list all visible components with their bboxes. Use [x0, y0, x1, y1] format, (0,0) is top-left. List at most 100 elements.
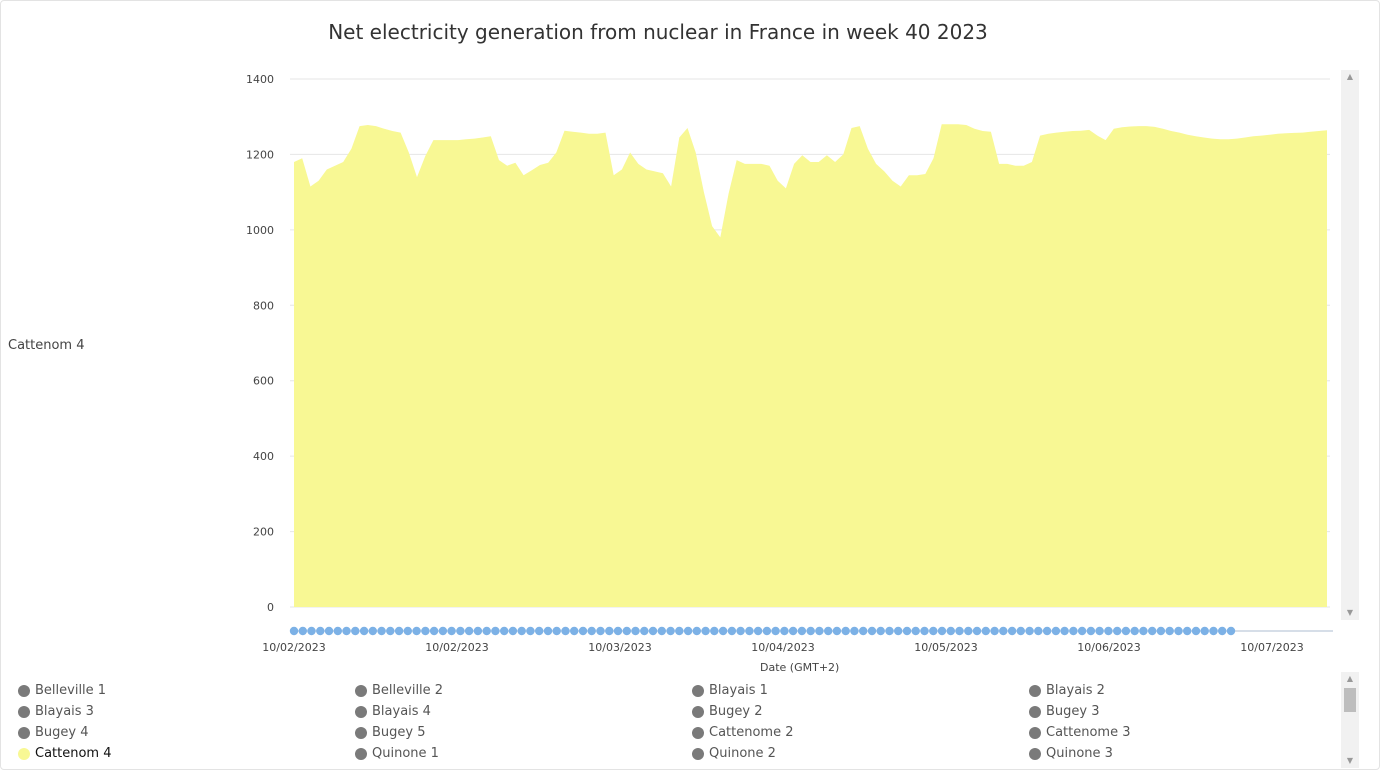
legend-item-label: Bugey 5: [372, 725, 426, 740]
legend-item[interactable]: Quinone 2: [674, 743, 1011, 764]
navigator-dot: [421, 626, 430, 636]
navigator-dot: [990, 626, 999, 636]
navigator-dot: [535, 626, 544, 636]
navigator-dot: [333, 626, 342, 636]
navigator-dot: [552, 626, 561, 636]
y-tick-1200: 1200: [246, 148, 274, 161]
legend-item[interactable]: Bugey 5: [337, 722, 674, 743]
navigator-dot: [640, 626, 649, 636]
legend-dot-icon: [1029, 705, 1041, 718]
navigator-dot: [596, 626, 605, 636]
navigator-dot: [412, 626, 421, 636]
x-tick-label: 10/06/2023: [1077, 641, 1140, 654]
legend-dot-icon: [1029, 684, 1041, 697]
legend-scroll-up-icon[interactable]: ▲: [1346, 674, 1354, 683]
legend-item[interactable]: Cattenom 4: [0, 743, 337, 764]
chart-scrollbar[interactable]: ▲ ▼: [1341, 70, 1359, 620]
navigator-dot: [517, 626, 526, 636]
navigator-dot: [955, 626, 964, 636]
navigator-dot: [648, 626, 658, 636]
legend-item[interactable]: Cattenome 2: [674, 722, 1011, 743]
x-tick-label: 10/03/2023: [588, 641, 651, 654]
navigator-dot: [806, 626, 815, 636]
legend-item-label: Blayais 2: [1046, 683, 1105, 698]
legend-item[interactable]: Cattenome 3: [1011, 722, 1340, 743]
navigator-dot: [771, 626, 780, 636]
navigator-dot: [342, 626, 351, 636]
scroll-down-arrow-icon[interactable]: ▼: [1346, 608, 1354, 617]
legend-item[interactable]: Blayais 2: [1011, 680, 1340, 701]
navigator-dot: [500, 626, 509, 636]
y-tick-400: 400: [253, 450, 274, 463]
navigator-dot: [859, 626, 868, 636]
legend-item[interactable]: Blayais 1: [674, 680, 1011, 701]
navigator-dot: [797, 626, 807, 636]
legend-item[interactable]: Quinone 3: [1011, 743, 1340, 764]
x-tick-label: 10/05/2023: [914, 641, 977, 654]
legend-item[interactable]: Belleville 2: [337, 680, 674, 701]
legend-scrollbar[interactable]: ▲ ▼: [1341, 672, 1359, 768]
navigator-dot: [1139, 626, 1148, 636]
navigator-dot: [1007, 626, 1017, 636]
legend-item[interactable]: Bugey 3: [1011, 701, 1340, 722]
navigator-dot: [1060, 626, 1069, 636]
navigator-dot: [447, 626, 456, 636]
legend-item[interactable]: Bugey 4: [0, 722, 337, 743]
legend-item-label: Quinone 3: [1046, 746, 1113, 761]
x-tick-label: 10/04/2023: [751, 641, 814, 654]
legend-scroll-down-icon[interactable]: ▼: [1346, 756, 1354, 765]
legend-scroll-thumb[interactable]: [1344, 688, 1356, 712]
legend: Belleville 1 Belleville 2 Blayais 1 Blayais…: [0, 680, 1340, 770]
navigator-dot: [788, 626, 798, 636]
navigator-dot: [1042, 626, 1052, 636]
legend-item-label: Cattenome 3: [1046, 725, 1131, 740]
legend-dot-icon: [18, 726, 30, 739]
navigator-dot: [1086, 626, 1096, 636]
legend-item[interactable]: Quinone 1: [337, 743, 674, 764]
x-tick-label: 10/07/2023: [1240, 641, 1303, 654]
y-tick-0: 0: [267, 601, 274, 614]
navigator-dot: [561, 626, 570, 636]
navigator-dot: [1209, 626, 1218, 636]
legend-item[interactable]: Belleville 1: [0, 680, 337, 701]
legend-item-label: Cattenom 4: [35, 746, 112, 761]
legend-item-label: Bugey 3: [1046, 704, 1100, 719]
navigator-dot: [429, 626, 439, 636]
navigator-dot: [1104, 626, 1113, 636]
navigator-dot: [1077, 626, 1087, 636]
navigator-dot: [745, 626, 754, 636]
navigator-dot: [815, 626, 824, 636]
scroll-up-arrow-icon[interactable]: ▲: [1346, 72, 1354, 81]
navigator-dot: [473, 626, 483, 636]
navigator-dot: [578, 626, 588, 636]
navigator-dot: [1218, 626, 1227, 636]
area-series-0: [294, 124, 1327, 608]
navigator-dot: [1095, 626, 1104, 636]
legend-item[interactable]: Blayais 4: [337, 701, 674, 722]
navigator-dot: [876, 626, 885, 636]
legend-item-label: Belleville 1: [35, 683, 107, 698]
navigator-dot: [1069, 626, 1078, 636]
legend-dot-icon: [1029, 726, 1041, 739]
navigator-dot: [1191, 626, 1201, 636]
navigator-dot: [394, 626, 404, 636]
navigator-dot: [683, 626, 693, 636]
navigator-dot: [587, 626, 596, 636]
navigator-dot: [1113, 626, 1122, 636]
legend-item-label: Bugey 2: [709, 704, 763, 719]
y-tick-800: 800: [253, 299, 274, 312]
navigator-dot: [657, 626, 666, 636]
navigator-dot: [946, 626, 955, 636]
navigator-dot: [1174, 626, 1183, 636]
navigator-dot: [675, 626, 684, 636]
legend-item[interactable]: Bugey 2: [674, 701, 1011, 722]
navigator-dot: [456, 626, 465, 636]
legend-item-label: Cattenome 2: [709, 725, 794, 740]
navigator-dot: [762, 626, 772, 636]
navigator-dot: [710, 626, 719, 636]
legend-item[interactable]: Blayais 3: [0, 701, 337, 722]
legend-dot-icon: [355, 705, 367, 718]
navigator-dot: [289, 626, 299, 636]
legend-dot-icon: [692, 747, 704, 760]
